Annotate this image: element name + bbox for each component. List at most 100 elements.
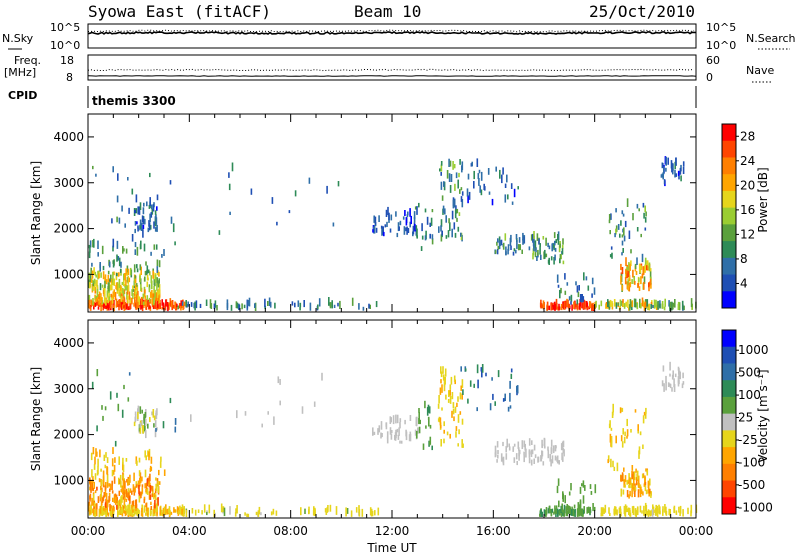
- scatter-cell: [272, 508, 275, 515]
- scatter-cell: [605, 304, 608, 309]
- scatter-cell: [587, 506, 590, 514]
- scatter-cell: [88, 251, 91, 259]
- scatter-cell: [672, 169, 674, 175]
- scatter-cell: [386, 436, 389, 444]
- scatter-cell: [153, 492, 156, 498]
- scatter-cell: [93, 464, 96, 470]
- scatter-cell: [144, 469, 147, 478]
- scatter-cell: [160, 456, 162, 462]
- scatter-cell: [665, 156, 667, 166]
- scatter-cell: [574, 508, 576, 517]
- scatter-cell: [678, 368, 680, 374]
- scatter-cell: [536, 256, 538, 261]
- scatter-cell: [459, 392, 462, 400]
- scatter-cell: [119, 268, 122, 273]
- scatter-cell: [441, 230, 443, 236]
- scatter-cell: [130, 509, 132, 515]
- scatter-cell: [600, 512, 603, 517]
- scatter-cell: [638, 446, 641, 455]
- scatter-cell: [118, 511, 120, 516]
- scatter-cell: [93, 278, 96, 285]
- scatter-cell: [147, 450, 149, 457]
- power-panel-frame: [87, 113, 697, 313]
- scatter-cell: [89, 275, 92, 284]
- scatter-cell: [637, 489, 640, 498]
- scatter-cell: [489, 403, 492, 411]
- scatter-cell: [548, 257, 550, 265]
- scatter-cell: [492, 393, 494, 400]
- scatter-cell: [275, 510, 278, 516]
- scatter-cell: [448, 390, 450, 397]
- scatter-cell: [127, 513, 130, 517]
- scatter-cell: [639, 270, 642, 274]
- scatter-cell: [180, 300, 182, 309]
- scatter-cell: [595, 300, 597, 308]
- scatter-cell: [108, 496, 110, 503]
- scatter-cell: [591, 277, 594, 285]
- scatter-cell: [89, 240, 92, 248]
- scatter-cell: [579, 294, 582, 302]
- scatter-cell: [185, 509, 188, 517]
- scatter-cell: [500, 239, 503, 246]
- velocity-x-axis: 00:00 04:00 08:00 12:00 16:00 20:00 00:00: [71, 320, 713, 538]
- scatter-cell: [294, 302, 296, 308]
- scatter-cell: [145, 512, 147, 516]
- scatter-cell: [125, 488, 128, 495]
- scatter-cell: [513, 443, 516, 447]
- scatter-cell: [142, 207, 145, 215]
- scatter-cell: [92, 508, 94, 514]
- scatter-cell: [149, 494, 152, 500]
- scatter-cell: [534, 454, 537, 459]
- scatter-cell: [661, 173, 664, 178]
- scatter-cell: [634, 298, 637, 308]
- scatter-cell: [646, 511, 648, 516]
- scatter-cell: [663, 306, 666, 311]
- scatter-cell: [648, 510, 651, 516]
- scatter-cell: [483, 183, 485, 190]
- scatter-cell: [138, 495, 141, 503]
- scatter-cell: [102, 495, 105, 502]
- scatter-cell: [461, 418, 464, 425]
- scatter-cell: [112, 291, 115, 300]
- scatter-cell: [122, 464, 125, 473]
- scatter-cell: [392, 415, 395, 425]
- colorbar-segment: [722, 140, 736, 158]
- scatter-cell: [431, 238, 434, 245]
- scatter-cell: [665, 506, 667, 515]
- scatter-cell: [516, 240, 518, 249]
- scatter-cell: [380, 225, 383, 229]
- scatter-cell: [123, 491, 125, 498]
- scatter-cell: [648, 262, 651, 272]
- scatter-cell: [337, 181, 340, 187]
- scatter-cell: [122, 505, 125, 514]
- scatter-cell: [577, 504, 580, 511]
- scatter-cell: [351, 297, 354, 306]
- scatter-cell: [118, 257, 121, 267]
- scatter-cell: [145, 306, 148, 310]
- scatter-cell: [258, 506, 261, 515]
- scatter-cell: [548, 245, 551, 250]
- frequency-panel-frame: [87, 54, 697, 81]
- scatter-cell: [629, 278, 631, 282]
- scatter-cell: [545, 253, 548, 258]
- scatter-cell: [523, 440, 526, 448]
- scatter-cell: [119, 284, 122, 291]
- scatter-cell: [102, 475, 105, 485]
- scatter-cell: [537, 456, 540, 462]
- scatter-cell: [173, 507, 175, 513]
- scatter-cell: [641, 297, 644, 307]
- scatter-cell: [622, 302, 625, 307]
- scatter-cell: [96, 425, 98, 432]
- scatter-cell: [643, 411, 646, 416]
- scatter-cell: [129, 267, 132, 276]
- scatter-cell: [141, 476, 143, 482]
- scatter-cell: [91, 381, 94, 389]
- scatter-cell: [513, 457, 516, 463]
- scatter-cell: [332, 222, 335, 227]
- colorbar-tick-label: 16: [740, 203, 755, 217]
- scatter-cell: [154, 494, 157, 500]
- scatter-cell: [443, 429, 445, 434]
- noise-left-tick-top: 10^5: [50, 21, 80, 34]
- scatter-cell: [617, 224, 620, 230]
- scatter-cell: [121, 304, 124, 309]
